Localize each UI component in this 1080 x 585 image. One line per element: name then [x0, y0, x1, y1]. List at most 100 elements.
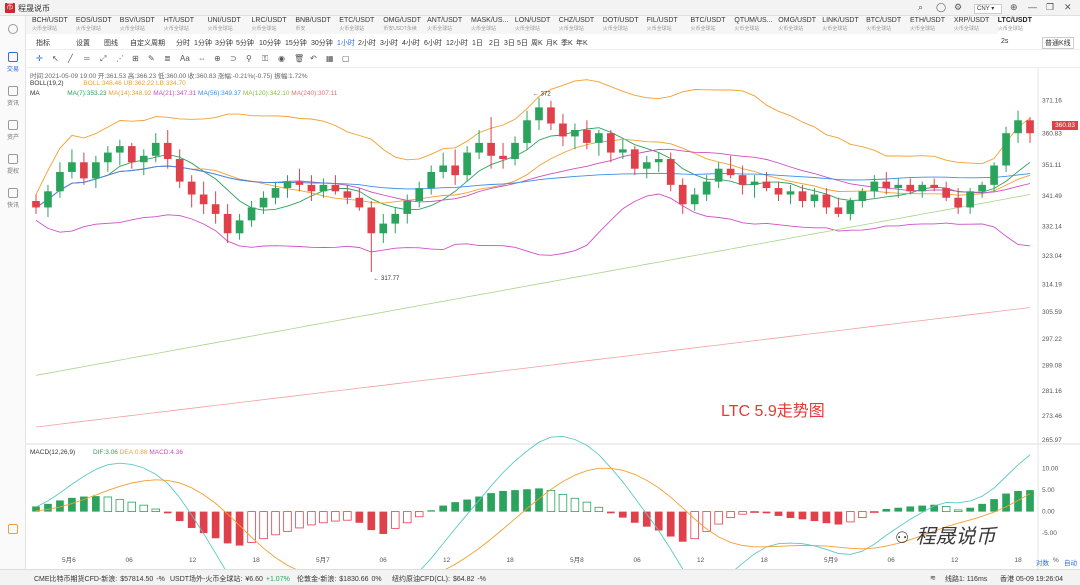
sidebar-home-icon[interactable] — [0, 24, 26, 36]
x-axis-label: 18 — [1015, 557, 1023, 564]
close-icon[interactable]: ✕ — [1064, 2, 1072, 12]
period-16[interactable]: 12小时 — [446, 40, 468, 47]
period-22[interactable]: 月K — [546, 40, 558, 47]
ticker-tab[interactable]: BTC/USDT 火币全球站 — [691, 17, 735, 45]
ticker-tab[interactable]: BNB/USDT 币安 — [295, 17, 339, 45]
ticker-tab[interactable]: MASK/US... 火币全球站 — [471, 17, 515, 45]
period-1[interactable]: 设置 — [76, 40, 90, 47]
period-15[interactable]: 6小时 — [424, 40, 442, 47]
text-tool-icon[interactable]: Aa — [180, 54, 190, 63]
ticker-tab[interactable]: DOT/USDT 火币全球站 — [603, 17, 647, 45]
user-icon[interactable]: ◯ — [936, 2, 947, 12]
sidebar-item-news[interactable]: 资讯 — [0, 86, 26, 107]
sidebar-item-flash[interactable]: 快讯 — [0, 188, 26, 209]
candlestick-chart[interactable]: 371.16 360.83 351.11 341.49 332.14 323.04 314.… — [26, 68, 1080, 585]
period-6[interactable]: 3分钟 — [215, 40, 233, 47]
ticker-tab[interactable]: OMG/USDT 币安USDT永续 — [383, 17, 427, 45]
period-19[interactable]: 3日 — [504, 40, 515, 47]
settings-icon[interactable]: ⚙ — [954, 2, 963, 12]
ticker-exchange: 火币全球站 — [734, 26, 760, 32]
candle-body — [475, 142, 483, 153]
period-12[interactable]: 2小时 — [358, 40, 376, 47]
chart-area[interactable]: 371.16 360.83 351.11 341.49 332.14 323.04 314.… — [26, 68, 1080, 585]
period-0[interactable]: 指标 — [36, 40, 50, 47]
ticker-tab[interactable]: CHZ/USDT 火币全球站 — [559, 17, 603, 45]
period-2[interactable]: 图线 — [104, 40, 118, 47]
macd-bar — [68, 497, 76, 512]
period-21[interactable]: 周K — [531, 40, 543, 47]
pin-icon[interactable]: ⊕ — [1010, 2, 1018, 12]
ticker-tab[interactable]: QTUM/US... 火币全球站 — [734, 17, 778, 45]
ticker-tab[interactable]: LINK/USDT 火币全球站 — [822, 17, 866, 45]
market-quote[interactable]: 伦敦金-新浪: $1830.66 0% — [297, 574, 382, 584]
period-18[interactable]: 2日 — [489, 40, 500, 47]
line-tool-icon[interactable]: ╱ — [68, 54, 73, 63]
ticker-tab[interactable]: FIL/USDT 火币全球站 — [647, 17, 691, 45]
candle-body — [607, 133, 615, 153]
ticker-tab[interactable]: LRC/USDT 火币全球站 — [252, 17, 296, 45]
candle-body — [439, 165, 448, 172]
delete-tool-icon[interactable]: 🗑 — [294, 54, 305, 63]
hline-tool-icon[interactable]: ═ — [84, 54, 90, 63]
ticker-tab[interactable]: BSV/USDT 火币全球站 — [120, 17, 164, 45]
percent-button[interactable]: % — [1053, 557, 1059, 564]
maximize-icon[interactable]: ❐ — [1046, 2, 1055, 12]
crosshair-icon[interactable]: ✛ — [36, 54, 43, 63]
ticker-tab[interactable]: ANT/USDT 火币全球站 — [427, 17, 471, 45]
ticker-tab[interactable]: LON/USDT 火币全球站 — [515, 17, 559, 45]
cursor-icon[interactable]: ↖ — [52, 54, 59, 63]
lock-tool-icon[interactable]: ⚿ — [262, 54, 269, 63]
grid-tool-icon[interactable]: ▦ — [326, 54, 334, 63]
period-10[interactable]: 30分钟 — [311, 40, 333, 47]
ruler-tool-icon[interactable]: ⊞ — [132, 54, 139, 63]
ticker-tab[interactable]: EOS/USDT 火币全球站 — [76, 17, 120, 45]
ticker-tab[interactable]: HT/USDT 火币全球站 — [164, 17, 208, 45]
link-tool-icon[interactable]: ⚲ — [246, 54, 252, 63]
ticker-tab[interactable]: UNI/USDT 火币全球站 — [208, 17, 252, 45]
period-20[interactable]: 5日 — [517, 40, 528, 47]
search-icon[interactable]: ⌕ — [918, 2, 924, 12]
sidebar-item-assets[interactable]: 资产 — [0, 120, 26, 141]
candle-body — [571, 129, 579, 137]
ticker-tab[interactable]: BCH/USDT 火币全球站 — [32, 17, 76, 45]
period-3[interactable]: 自定义周期 — [130, 40, 165, 47]
sidebar-bottom-icon[interactable] — [0, 524, 26, 536]
ticker-tab[interactable]: BTC/USDT 火币全球站 — [866, 17, 910, 45]
market-quote[interactable]: 纽约原油CFD(CL): $64.82 -% — [392, 574, 486, 584]
period-24[interactable]: 年K — [576, 40, 588, 47]
magnet-tool-icon[interactable]: ⊃ — [230, 54, 237, 63]
period-23[interactable]: 季K — [561, 40, 573, 47]
period-8[interactable]: 10分钟 — [259, 40, 281, 47]
period-13[interactable]: 3小时 — [380, 40, 398, 47]
period-7[interactable]: 5分钟 — [236, 40, 254, 47]
period-14[interactable]: 4小时 — [402, 40, 420, 47]
zoom-tool-icon[interactable]: ⊕ — [214, 54, 221, 63]
chart-type-select[interactable]: 普通K线 — [1042, 37, 1074, 49]
auto-scale-button[interactable]: 自动 — [1064, 560, 1077, 567]
ticker-tab[interactable]: LTC/USDT 火币全球站 — [997, 17, 1042, 45]
ticker-tab[interactable]: ETH/USDT 火币全球站 — [910, 17, 954, 45]
brush-tool-icon[interactable]: ✎ — [148, 54, 155, 63]
ticker-tab[interactable]: OMG/USDT 火币全球站 — [778, 17, 822, 45]
sidebar-item-trade[interactable]: 交易 — [0, 52, 26, 73]
eye-tool-icon[interactable]: ◉ — [278, 54, 285, 63]
market-quote[interactable]: USDT场外-火币全球站: ¥6.60 +1.07% — [170, 574, 290, 584]
log-scale-button[interactable]: 对数 — [1036, 560, 1049, 567]
period-17[interactable]: 1日 — [472, 40, 483, 47]
ticker-tab[interactable]: ETC/USDT 火币全球站 — [339, 17, 383, 45]
measure-tool-icon[interactable]: ⇔ — [198, 54, 206, 63]
ticker-tab[interactable]: XRP/USDT 火币全球站 — [954, 17, 998, 45]
fib-tool-icon[interactable]: ≣ — [164, 54, 171, 63]
color-tool-icon[interactable]: ▢ — [342, 54, 350, 63]
period-4[interactable]: 分时 — [176, 40, 190, 47]
ray-tool-icon[interactable]: ⤢ — [100, 54, 107, 63]
channel-tool-icon[interactable]: ⋰ — [116, 54, 124, 63]
market-quote[interactable]: CME比特币期货CFD-新浪: $57814.50 -% — [34, 574, 165, 584]
minimize-icon[interactable]: — — [1028, 2, 1037, 12]
undo-tool-icon[interactable]: ↶ — [310, 54, 317, 63]
period-5[interactable]: 1分钟 — [194, 40, 212, 47]
sidebar-item-rights[interactable]: 提权 — [0, 154, 26, 175]
period-11[interactable]: 1小时 — [337, 40, 355, 47]
currency-select[interactable]: CNY ▾ — [974, 4, 1002, 14]
period-9[interactable]: 15分钟 — [285, 40, 307, 47]
